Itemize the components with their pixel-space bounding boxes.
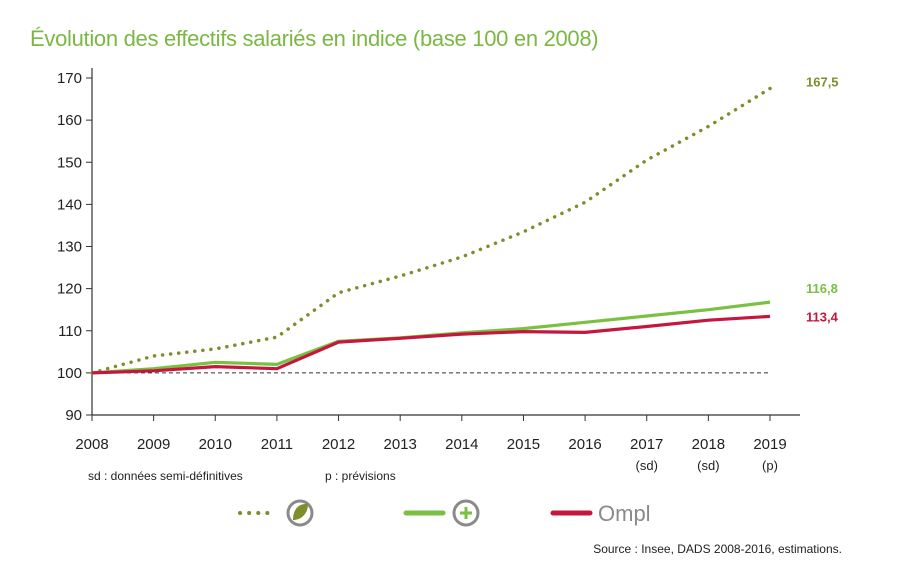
x-tick-label: 2010: [199, 436, 232, 453]
x-tick-sublabel: (sd): [697, 458, 719, 473]
y-tick-label: 90: [65, 407, 82, 424]
x-tick-label: 2013: [383, 436, 416, 453]
source-note: Source : Insee, DADS 2008-2016, estimati…: [593, 542, 842, 556]
x-tick-label: 2008: [75, 436, 108, 453]
x-tick-label: 2018: [692, 436, 725, 453]
leaf-circle-icon: [286, 499, 314, 527]
y-tick-label: 140: [57, 196, 82, 213]
y-tick-label: 130: [57, 239, 82, 256]
series-line-dotted: [90, 86, 772, 375]
y-tick-label: 160: [57, 112, 82, 129]
y-tick-label: 170: [57, 70, 82, 87]
x-tick-label: 2017: [630, 436, 663, 453]
end-labels: 167,5 116,8 113,4: [806, 75, 839, 325]
note-p: p : prévisions: [325, 469, 396, 483]
end-label-red: 113,4: [806, 309, 839, 324]
end-label-dotted: 167,5: [806, 75, 839, 90]
x-tick-label: 2009: [137, 436, 170, 453]
x-tick-label: 2019: [753, 436, 786, 453]
x-tick-sublabel: (sd): [636, 458, 658, 473]
x-tick-label: 2011: [261, 436, 293, 453]
x-tick-label: 2015: [507, 436, 540, 453]
plus-circle-icon: [452, 499, 480, 527]
x-tick-label: 2012: [322, 436, 355, 453]
series-group: [90, 86, 772, 375]
chart-axes: 90 100 110 120 130 140 150 160 170 2008 2009 2010 20…: [57, 68, 800, 473]
axis-notes: sd : données semi-définitives p : prévisi…: [88, 469, 396, 483]
y-tick-label: 100: [57, 365, 82, 382]
series-line-red: [91, 314, 771, 375]
ompl-logo: Ompl: [598, 501, 651, 526]
x-tick-label: 2016: [568, 436, 601, 453]
end-label-green: 116,8: [806, 281, 838, 296]
legend: Ompl: [238, 499, 651, 527]
y-tick-label: 110: [58, 323, 82, 340]
y-tick-label: 120: [57, 281, 82, 298]
x-tick-label: 2014: [445, 436, 478, 453]
note-sd: sd : données semi-définitives: [88, 469, 243, 483]
chart-title: Évolution des effectifs salariés en indi…: [30, 26, 599, 51]
x-tick-sublabel: (p): [762, 458, 778, 473]
y-tick-label: 150: [57, 154, 82, 171]
